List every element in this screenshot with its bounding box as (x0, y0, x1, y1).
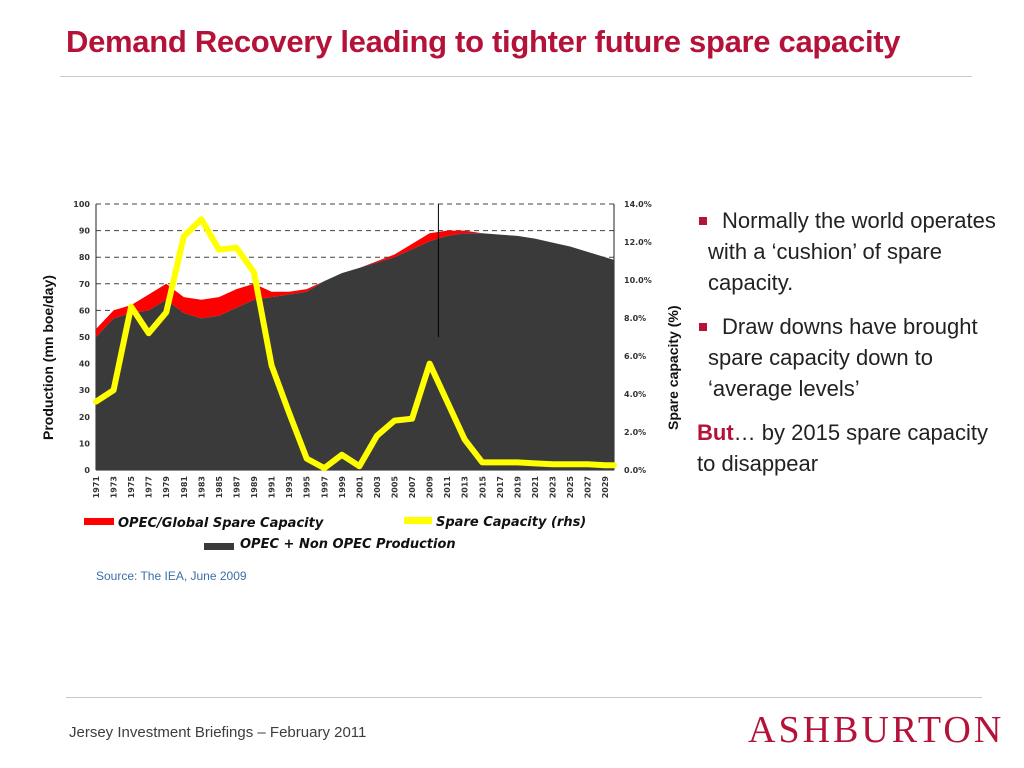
y-tick-label: 90 (79, 227, 91, 236)
bullet-text: Normally the world operates with a ‘cush… (708, 208, 996, 295)
spare-capacity-line-group (93, 216, 617, 472)
y-tick-label: 20 (79, 413, 91, 422)
y-tick-label: 60 (79, 306, 91, 315)
conclusion-text: … by 2015 spare capacity to disappear (697, 420, 989, 476)
legend-label-production: OPEC + Non OPEC Production (240, 537, 456, 552)
x-tick-label: 1977 (145, 476, 154, 498)
conclusion-line: But… by 2015 spare capacity to disappear (697, 417, 997, 479)
y2-axis-ticks: 0.0% 2.0% 4.0% 6.0% 8.0% 10.0% 12.0% 14.0% (624, 200, 652, 475)
x-tick-label: 1975 (127, 476, 136, 499)
footer-divider (66, 697, 982, 698)
x-tick-label: 1997 (320, 476, 329, 498)
source-note: Source: The IEA, June 2009 (96, 569, 247, 583)
legend-label-spare-rhs: Spare Capacity (rhs) (436, 515, 586, 530)
page-title: Demand Recovery leading to tighter futur… (66, 24, 901, 59)
bullet-item: Draw downs have brought spare capacity d… (697, 311, 997, 404)
y2-tick-label: 14.0% (624, 200, 652, 209)
x-tick-label: 1981 (180, 476, 189, 499)
x-tick-label: 1973 (110, 476, 119, 498)
x-tick-label: 2027 (584, 476, 593, 498)
y-tick-label: 40 (79, 360, 91, 369)
y-tick-label: 0 (84, 466, 90, 475)
legend-swatch-production (204, 543, 234, 550)
y-tick-label: 10 (79, 439, 91, 448)
legend-label-opec-spare: OPEC/Global Spare Capacity (118, 516, 324, 531)
x-tick-label: 1979 (162, 476, 171, 499)
y2-tick-label: 6.0% (624, 352, 646, 361)
x-tick-label: 2005 (391, 476, 400, 499)
y-tick-label: 70 (79, 280, 91, 289)
bullet-text: Draw downs have brought spare capacity d… (708, 314, 978, 401)
x-tick-label: 2017 (496, 476, 505, 498)
production-area (96, 233, 614, 470)
y-axis-ticks: 0 10 20 30 40 50 60 70 80 90 100 (73, 200, 90, 475)
x-tick-label: 2029 (601, 476, 610, 499)
x-tick-label: 1995 (303, 476, 312, 499)
x-tick-label: 1991 (268, 476, 277, 499)
x-tick-label: 1983 (197, 476, 206, 498)
bullet-square-icon (699, 217, 707, 225)
x-tick-label: 1987 (232, 476, 241, 498)
x-tick-label: 2003 (373, 476, 382, 498)
x-tick-label: 2015 (478, 476, 487, 499)
y2-tick-label: 0.0% (624, 466, 646, 475)
footer-text: Jersey Investment Briefings – February 2… (69, 724, 367, 741)
legend-swatch-spare-rhs (404, 517, 432, 524)
x-tick-label: 1993 (285, 476, 294, 498)
x-tick-label: 1999 (338, 476, 347, 499)
bullet-list: Normally the world operates with a ‘cush… (697, 205, 997, 479)
y-tick-label: 80 (79, 253, 91, 262)
spare-capacity-line (93, 216, 617, 472)
y2-tick-label: 8.0% (624, 314, 646, 323)
title-divider (60, 76, 972, 77)
conclusion-emphasis: But (697, 420, 734, 445)
spare-capacity-chart: 0 10 20 30 40 50 60 70 80 90 100 0.0% 2.0% 4.0% 6.0% 8… (72, 195, 660, 560)
chart-areas (96, 230, 614, 470)
x-tick-label: 1971 (92, 476, 101, 499)
company-logo: ASHBURTON (748, 709, 1005, 751)
opec-spare-capacity-area (96, 230, 614, 337)
y-tick-label: 30 (79, 386, 91, 395)
x-tick-label: 1985 (215, 476, 224, 499)
y-tick-label: 50 (79, 333, 91, 342)
chart-legend: OPEC/Global Spare Capacity Spare Capacit… (84, 515, 586, 552)
x-tick-label: 2011 (443, 476, 452, 499)
x-tick-label: 2013 (461, 476, 470, 498)
x-tick-label: 2021 (531, 476, 540, 499)
x-tick-label: 2007 (408, 476, 417, 498)
y-axis-label: Production (mn boe/day) (40, 275, 56, 440)
x-tick-label: 2019 (513, 476, 522, 499)
x-tick-label: 1989 (250, 476, 259, 499)
x-tick-label: 2025 (566, 476, 575, 499)
y2-tick-label: 12.0% (624, 238, 652, 247)
legend-swatch-opec-spare (84, 518, 114, 525)
x-tick-label: 2009 (426, 476, 435, 499)
x-tick-label: 2001 (355, 476, 364, 499)
bullet-item: Normally the world operates with a ‘cush… (697, 205, 997, 298)
y2-tick-label: 4.0% (624, 390, 646, 399)
bullet-square-icon (699, 323, 707, 331)
x-tick-label: 2023 (549, 476, 558, 498)
y2-tick-label: 10.0% (624, 276, 652, 285)
y2-tick-label: 2.0% (624, 428, 646, 437)
y-tick-label: 100 (73, 200, 90, 209)
x-axis-ticks: 1971 1973 1975 1977 1979 1981 1983 1985 1987 1989… (92, 476, 610, 499)
y2-axis-label: Spare capacity (%) (665, 305, 681, 431)
